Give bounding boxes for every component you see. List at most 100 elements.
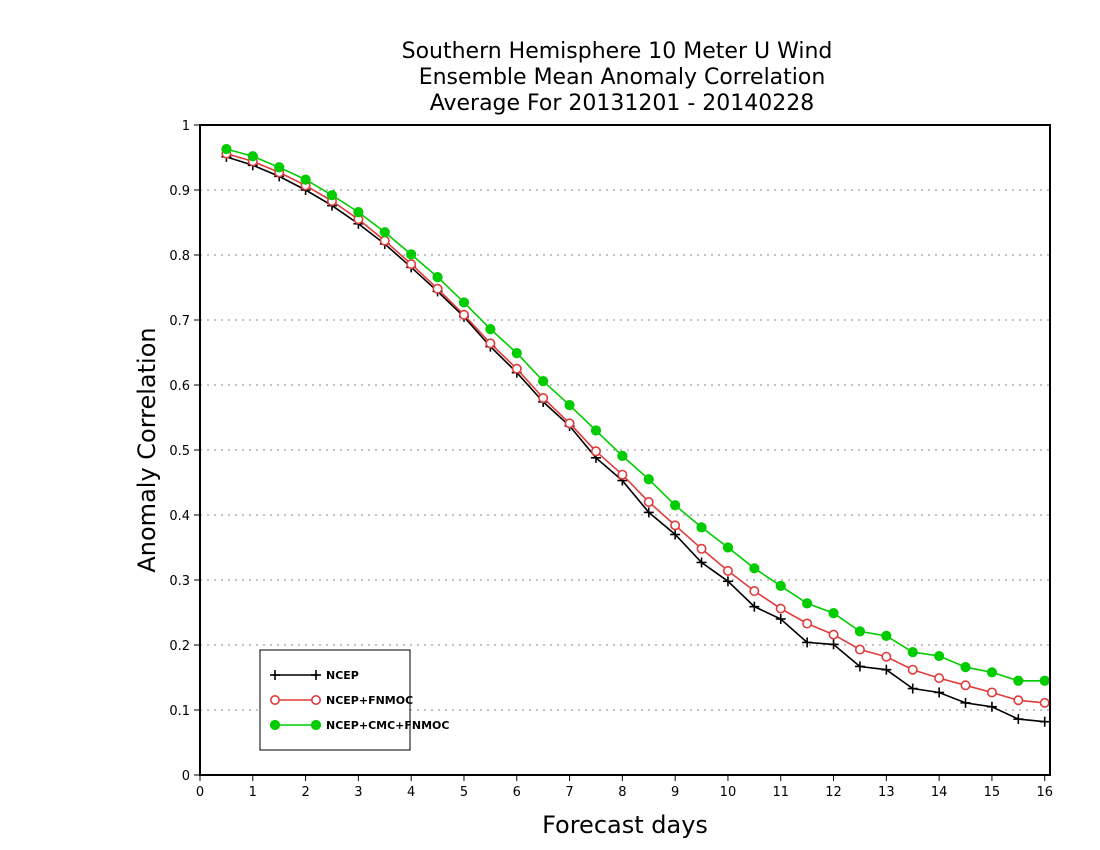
data-point: [511, 348, 522, 359]
data-point: [854, 644, 865, 655]
data-point: [1013, 675, 1024, 686]
y-tick-label: 0.7: [169, 314, 190, 329]
series-line: [226, 156, 1045, 723]
x-tick-label: 12: [825, 785, 842, 800]
data-point: [722, 565, 733, 576]
data-point: [775, 603, 786, 614]
y-tick-label: 0.2: [169, 639, 190, 654]
data-point: [326, 190, 338, 201]
x-tick-label: 10: [720, 785, 737, 800]
x-tick-label: 9: [671, 785, 679, 800]
data-point: [1039, 675, 1050, 686]
data-point: [511, 363, 522, 374]
data-point: [538, 392, 549, 403]
x-tick-label: 11: [772, 785, 789, 800]
data-point: [564, 400, 575, 411]
x-axis-label: Forecast days: [542, 811, 708, 839]
data-point: [802, 637, 813, 648]
legend-marker: [310, 694, 321, 705]
series-line: [226, 152, 1045, 704]
x-tick-label: 3: [354, 785, 362, 800]
data-point: [247, 151, 258, 162]
data-point: [590, 446, 601, 457]
x-tick-label: 4: [407, 785, 415, 800]
data-point: [934, 650, 945, 662]
y-tick-label: 0.3: [169, 574, 190, 589]
data-point: [934, 687, 945, 698]
data-point: [696, 557, 707, 568]
data-point: [300, 174, 311, 185]
y-tick-label: 0.8: [169, 249, 190, 264]
data-point: [1013, 714, 1024, 725]
data-point: [749, 586, 760, 597]
x-tick-label: 16: [1036, 785, 1053, 800]
data-point: [775, 580, 786, 591]
legend: NCEP NCEP+FNMOC NCEP+CMC+FNMOC: [259, 649, 449, 751]
data-point: [643, 507, 654, 518]
legend-item: NCEP+CMC+FNMOC: [269, 719, 449, 732]
x-tick-label: 1: [249, 785, 257, 800]
data-point: [828, 629, 839, 640]
data-point: [274, 162, 285, 173]
legend-marker: [270, 670, 280, 680]
data-point: [221, 143, 232, 155]
title-line-2: Ensemble Mean Anomaly Correlation: [419, 65, 826, 90]
legend-marker: [311, 670, 321, 680]
chart-title: Southern Hemisphere 10 Meter U Wind Ense…: [402, 39, 833, 116]
y-tick-label: 0.9: [169, 184, 190, 199]
data-point: [802, 598, 813, 609]
data-point: [1013, 695, 1024, 706]
legend-label: NCEP+CMC+FNMOC: [326, 719, 449, 732]
x-tick-label: 6: [513, 785, 521, 800]
legend-item: NCEP: [270, 669, 359, 682]
x-tick-label: 5: [460, 785, 468, 800]
x-tick-label: 13: [878, 785, 895, 800]
data-point: [802, 618, 813, 629]
y-tick-label: 0.5: [169, 444, 190, 459]
data-point: [379, 235, 390, 246]
data-point: [986, 701, 997, 712]
data-point: [1039, 697, 1050, 708]
series-layer: [221, 143, 1050, 727]
data-point: [617, 469, 628, 480]
legend-marker: [310, 719, 322, 731]
series-ncep-fnmoc: [221, 148, 1050, 708]
data-point: [432, 272, 443, 283]
data-point: [881, 630, 892, 642]
x-tick-label: 0: [196, 785, 204, 800]
data-point: [643, 474, 654, 485]
data-point: [696, 522, 707, 533]
y-tick-label: 0.4: [169, 509, 190, 524]
legend-item: NCEP+FNMOC: [269, 694, 413, 707]
data-point: [670, 500, 681, 511]
legend-marker: [269, 694, 280, 705]
legend-marker: [269, 719, 281, 731]
data-point: [590, 425, 602, 436]
title-line-1: Southern Hemisphere 10 Meter U Wind: [402, 39, 833, 64]
y-tick-label: 0.6: [169, 379, 190, 394]
y-tick-label: 0.1: [169, 704, 190, 719]
x-tick-label: 8: [618, 785, 626, 800]
x-tick-label: 15: [984, 785, 1001, 800]
x-tick-label: 2: [301, 785, 309, 800]
data-point: [379, 227, 390, 238]
x-tick-label: 7: [565, 785, 573, 800]
x-tick-label: 14: [931, 785, 948, 800]
data-point: [881, 664, 892, 675]
data-point: [828, 608, 839, 619]
data-point: [643, 496, 654, 507]
series-ncep: [221, 151, 1050, 727]
data-point: [749, 601, 760, 612]
data-point: [854, 626, 866, 637]
title-line-3: Average For 20131201 - 20140228: [430, 91, 815, 116]
data-point: [458, 297, 470, 308]
data-point: [485, 338, 496, 349]
data-point: [986, 667, 998, 678]
data-point: [960, 662, 971, 673]
data-point: [960, 680, 971, 691]
legend-label: NCEP+FNMOC: [326, 694, 413, 707]
data-point: [722, 542, 734, 553]
data-point: [775, 614, 786, 624]
y-axis: 0 0.1 0.2 0.3 0.4 0.5 0.6 0.7 0.8 0.9 1: [169, 119, 200, 784]
legend-label: NCEP: [326, 669, 359, 682]
